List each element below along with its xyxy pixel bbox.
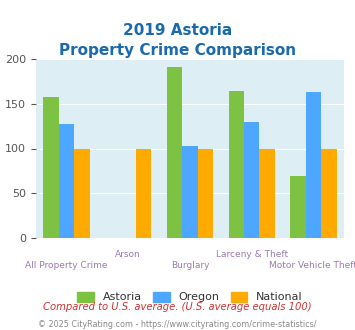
Bar	[229, 91, 244, 238]
Bar	[182, 146, 198, 238]
Text: Larceny & Theft: Larceny & Theft	[215, 250, 288, 259]
Bar	[167, 67, 182, 238]
Text: 2019 Astoria: 2019 Astoria	[123, 23, 232, 38]
Bar	[136, 148, 151, 238]
Text: Arson: Arson	[115, 250, 141, 259]
Text: Property Crime Comparison: Property Crime Comparison	[59, 43, 296, 58]
Bar	[74, 148, 89, 238]
Text: Motor Vehicle Theft: Motor Vehicle Theft	[269, 261, 355, 270]
Bar	[198, 148, 213, 238]
Legend: Astoria, Oregon, National: Astoria, Oregon, National	[73, 287, 307, 307]
Text: © 2025 CityRating.com - https://www.cityrating.com/crime-statistics/: © 2025 CityRating.com - https://www.city…	[38, 320, 317, 329]
Text: All Property Crime: All Property Crime	[25, 261, 108, 270]
Bar	[306, 92, 321, 238]
Bar	[290, 176, 306, 238]
Bar	[321, 148, 337, 238]
Bar	[43, 97, 59, 238]
Bar	[59, 123, 74, 238]
Bar	[260, 148, 275, 238]
Bar	[244, 122, 260, 238]
Text: Compared to U.S. average. (U.S. average equals 100): Compared to U.S. average. (U.S. average …	[43, 302, 312, 312]
Text: Burglary: Burglary	[171, 261, 209, 270]
